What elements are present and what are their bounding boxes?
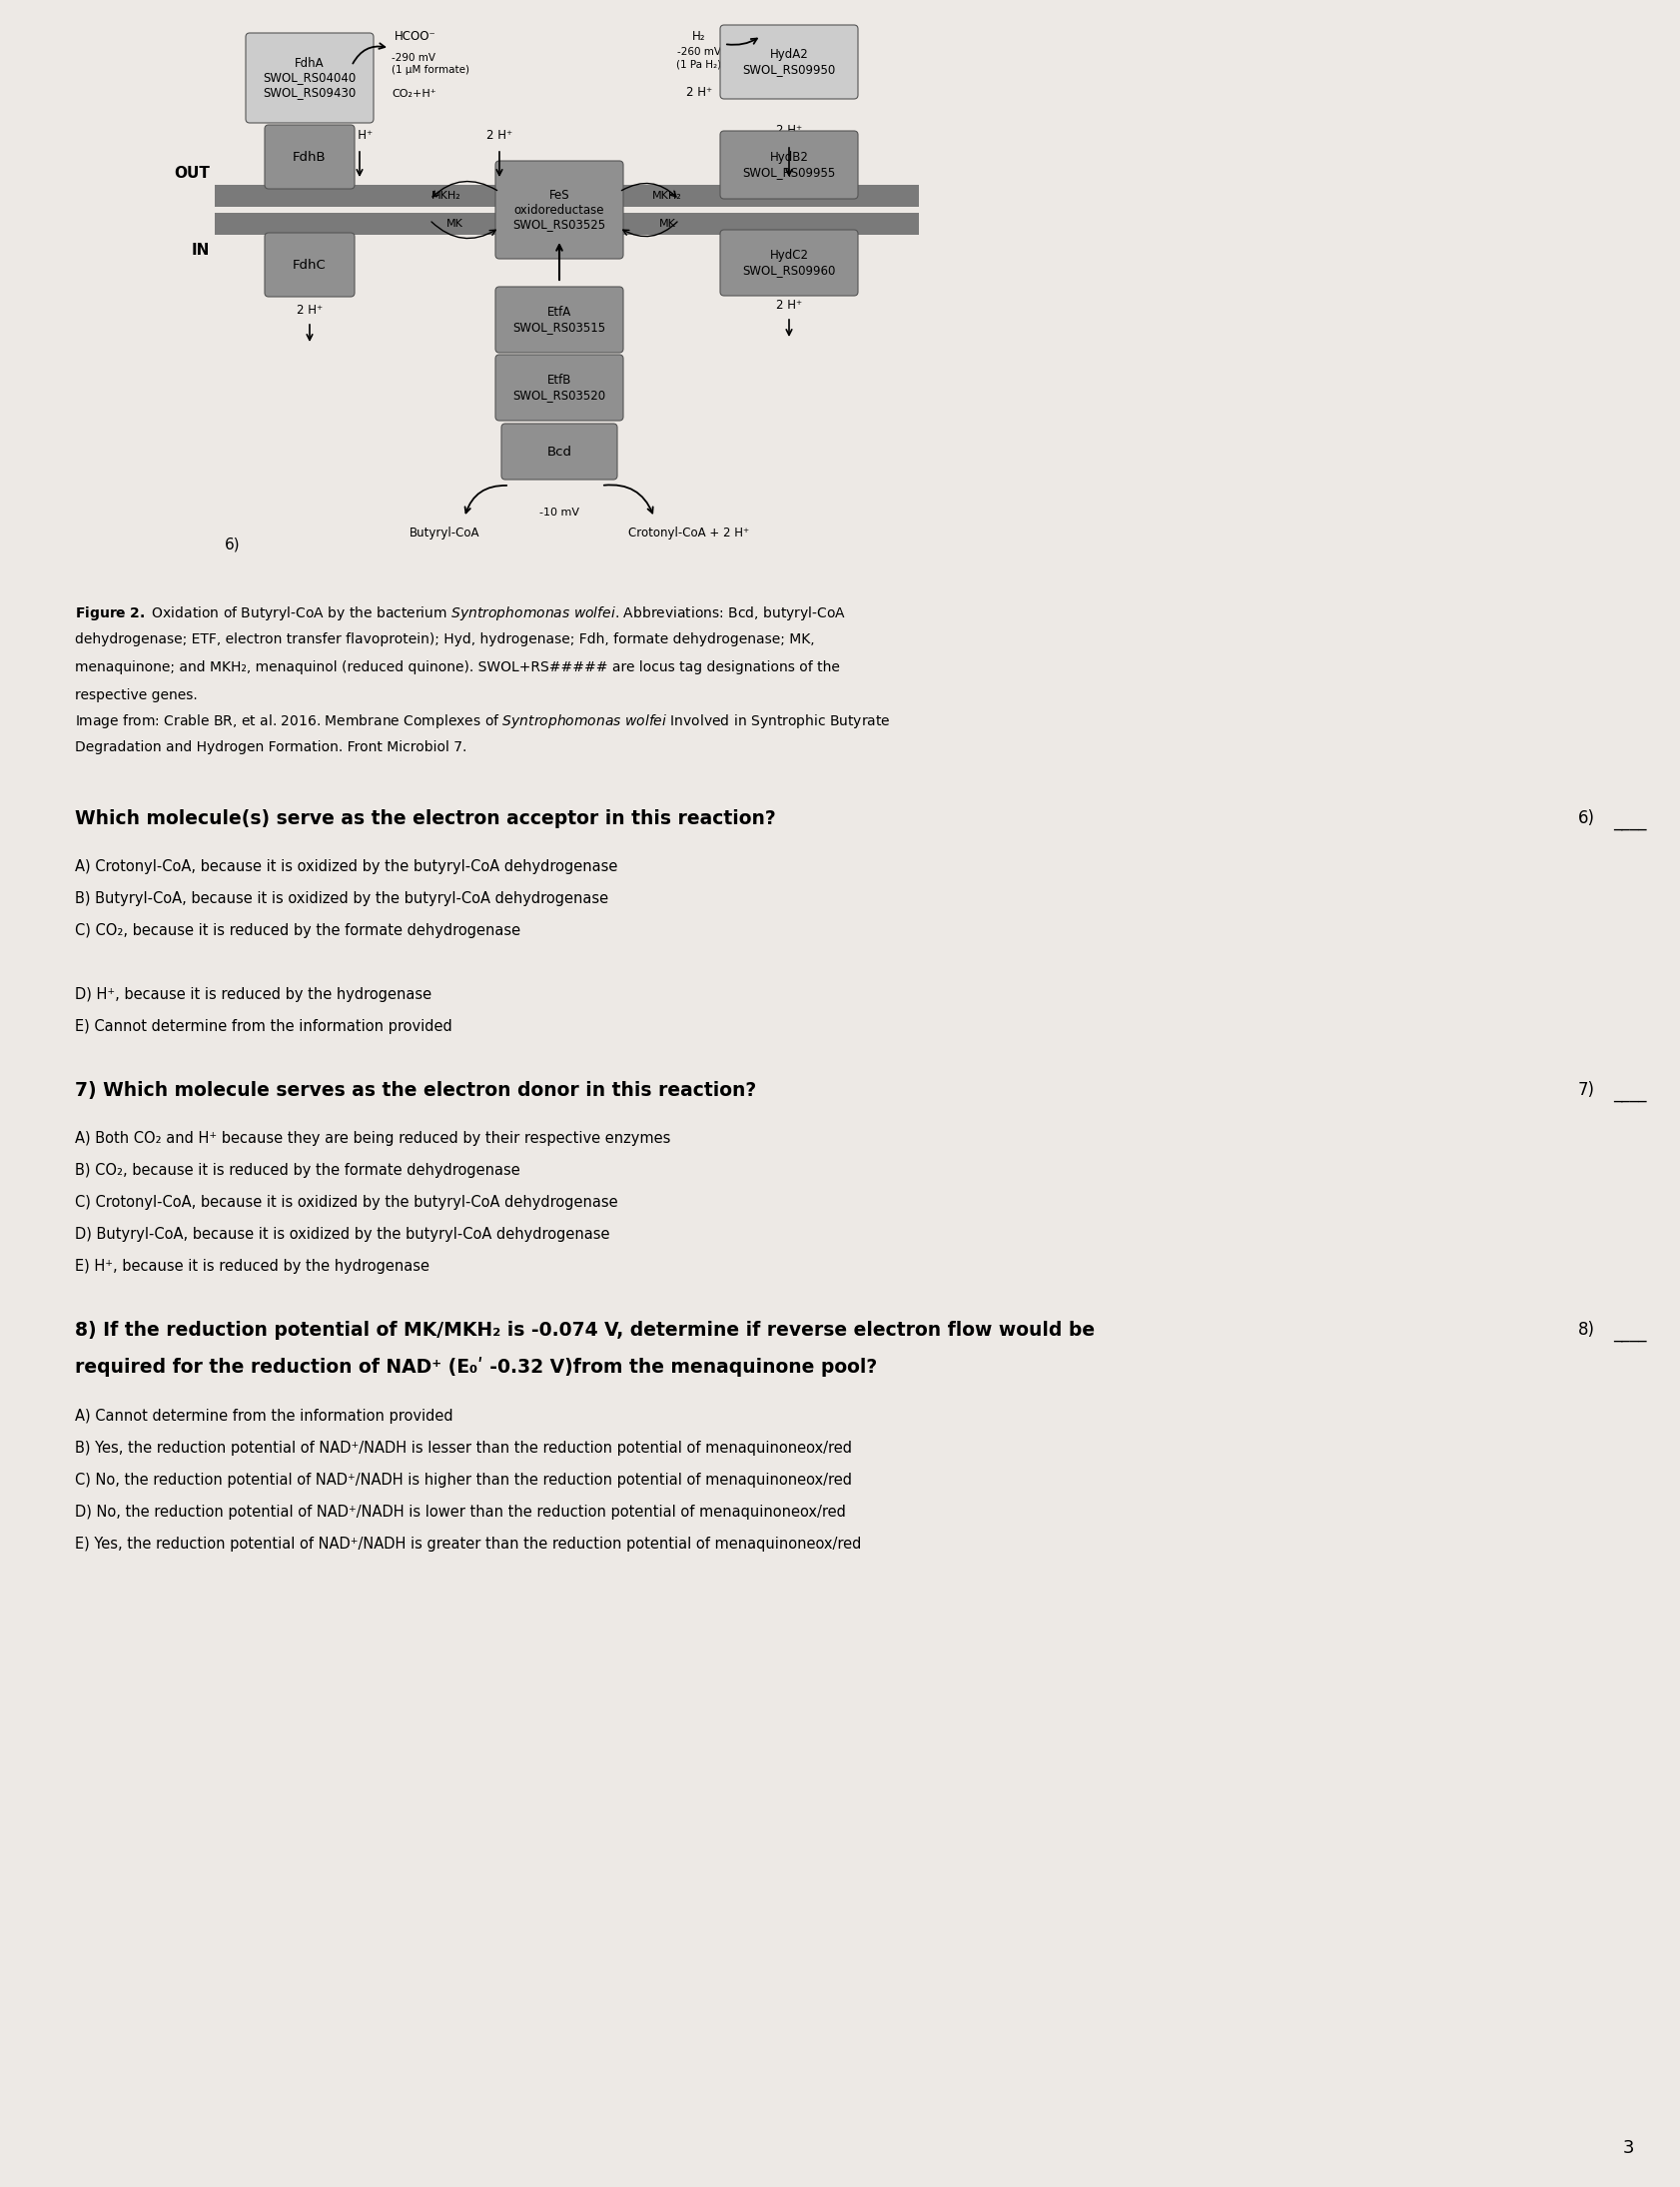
Bar xyxy=(215,186,919,208)
Text: 8) If the reduction potential of MK/MKH₂ is -0.074 V, determine if reverse elect: 8) If the reduction potential of MK/MKH₂… xyxy=(76,1321,1094,1341)
Text: D) H⁺, because it is reduced by the hydrogenase: D) H⁺, because it is reduced by the hydr… xyxy=(76,986,432,1002)
FancyBboxPatch shape xyxy=(264,232,354,297)
Text: Which molecule(s) serve as the electron acceptor in this reaction?: Which molecule(s) serve as the electron … xyxy=(76,809,776,829)
Text: Bcd: Bcd xyxy=(546,446,571,457)
Text: ____: ____ xyxy=(1613,811,1646,831)
Text: C) No, the reduction potential of NAD⁺/NADH is higher than the reduction potenti: C) No, the reduction potential of NAD⁺/N… xyxy=(76,1472,852,1487)
Text: C) Crotonyl-CoA, because it is oxidized by the butyryl-CoA dehydrogenase: C) Crotonyl-CoA, because it is oxidized … xyxy=(76,1194,618,1209)
Text: A) Crotonyl-CoA, because it is oxidized by the butyryl-CoA dehydrogenase: A) Crotonyl-CoA, because it is oxidized … xyxy=(76,859,617,875)
Text: ____: ____ xyxy=(1613,1085,1646,1102)
Text: 3: 3 xyxy=(1621,2139,1633,2156)
Text: B) CO₂, because it is reduced by the formate dehydrogenase: B) CO₂, because it is reduced by the for… xyxy=(76,1163,519,1179)
Text: respective genes.: respective genes. xyxy=(76,689,197,702)
Text: Butyryl-CoA: Butyryl-CoA xyxy=(408,527,479,538)
FancyBboxPatch shape xyxy=(496,286,623,352)
Text: -10 mV: -10 mV xyxy=(539,507,580,518)
Text: 2 H⁺: 2 H⁺ xyxy=(486,129,512,142)
FancyBboxPatch shape xyxy=(245,33,373,122)
Text: B) Butyryl-CoA, because it is oxidized by the butyryl-CoA dehydrogenase: B) Butyryl-CoA, because it is oxidized b… xyxy=(76,890,608,905)
FancyBboxPatch shape xyxy=(501,424,617,479)
Text: 2 H⁺: 2 H⁺ xyxy=(346,129,373,142)
Text: HydB2
SWOL_RS09955: HydB2 SWOL_RS09955 xyxy=(743,151,835,179)
Text: 6): 6) xyxy=(1578,809,1594,827)
Text: HydC2
SWOL_RS09960: HydC2 SWOL_RS09960 xyxy=(743,249,835,278)
Text: 2 H⁺: 2 H⁺ xyxy=(685,85,712,98)
Text: FdhC: FdhC xyxy=(292,258,326,271)
Text: CO₂+H⁺: CO₂+H⁺ xyxy=(391,90,435,98)
Text: A) Both CO₂ and H⁺ because they are being reduced by their respective enzymes: A) Both CO₂ and H⁺ because they are bein… xyxy=(76,1131,670,1146)
Text: D) No, the reduction potential of NAD⁺/NADH is lower than the reduction potentia: D) No, the reduction potential of NAD⁺/N… xyxy=(76,1505,845,1520)
Text: C) CO₂, because it is reduced by the formate dehydrogenase: C) CO₂, because it is reduced by the for… xyxy=(76,923,521,938)
Text: Degradation and Hydrogen Formation. Front Microbiol 7.: Degradation and Hydrogen Formation. Fron… xyxy=(76,741,467,755)
Text: EtfB
SWOL_RS03520: EtfB SWOL_RS03520 xyxy=(512,374,605,402)
Text: MK: MK xyxy=(659,219,675,230)
Text: ____: ____ xyxy=(1613,1323,1646,1343)
Text: MKH₂: MKH₂ xyxy=(432,190,460,201)
Bar xyxy=(215,212,919,234)
Text: 7) Which molecule serves as the electron donor in this reaction?: 7) Which molecule serves as the electron… xyxy=(76,1080,756,1100)
Text: HCOO⁻: HCOO⁻ xyxy=(395,28,437,42)
FancyBboxPatch shape xyxy=(719,24,857,98)
FancyBboxPatch shape xyxy=(496,162,623,258)
Text: dehydrogenase; ETF, electron transfer flavoprotein); Hyd, hydrogenase; Fdh, form: dehydrogenase; ETF, electron transfer fl… xyxy=(76,632,815,647)
Text: E) H⁺, because it is reduced by the hydrogenase: E) H⁺, because it is reduced by the hydr… xyxy=(76,1260,428,1273)
Text: D) Butyryl-CoA, because it is oxidized by the butyryl-CoA dehydrogenase: D) Butyryl-CoA, because it is oxidized b… xyxy=(76,1227,610,1242)
FancyBboxPatch shape xyxy=(719,131,857,199)
Text: Image from: Crable BR, et al. 2016. Membrane Complexes of $\it{Syntrophomonas\ w: Image from: Crable BR, et al. 2016. Memb… xyxy=(76,713,890,730)
FancyBboxPatch shape xyxy=(719,230,857,295)
Text: 2 e⁻: 2 e⁻ xyxy=(546,289,571,302)
FancyBboxPatch shape xyxy=(264,125,354,188)
Text: MKH₂: MKH₂ xyxy=(652,190,682,201)
Text: 8): 8) xyxy=(1578,1321,1594,1338)
Text: OUT: OUT xyxy=(173,166,210,179)
Text: 2 H⁺: 2 H⁺ xyxy=(776,122,801,136)
Text: H₂: H₂ xyxy=(692,28,706,42)
Text: 2 H⁺: 2 H⁺ xyxy=(776,297,801,311)
FancyBboxPatch shape xyxy=(496,354,623,420)
Text: 6): 6) xyxy=(225,538,240,551)
Text: menaquinone; and MKH₂, menaquinol (reduced quinone). SWOL+RS##### are locus tag : menaquinone; and MKH₂, menaquinol (reduc… xyxy=(76,660,840,674)
Text: E) Yes, the reduction potential of NAD⁺/NADH is greater than the reduction poten: E) Yes, the reduction potential of NAD⁺/… xyxy=(76,1537,860,1551)
Text: IN: IN xyxy=(192,243,210,258)
Text: FeS
oxidoreductase
SWOL_RS03525: FeS oxidoreductase SWOL_RS03525 xyxy=(512,188,605,232)
Text: FdhB: FdhB xyxy=(292,151,326,164)
Text: -290 mV
(1 μM formate): -290 mV (1 μM formate) xyxy=(391,52,469,74)
Text: -260 mV
(1 Pa H₂): -260 mV (1 Pa H₂) xyxy=(677,46,721,70)
Text: Crotonyl-CoA + 2 H⁺: Crotonyl-CoA + 2 H⁺ xyxy=(628,527,749,538)
Text: $\bf{Figure\ 2.}$ Oxidation of Butyryl-CoA by the bacterium $\it{Syntrophomonas\: $\bf{Figure\ 2.}$ Oxidation of Butyryl-C… xyxy=(76,604,845,623)
Text: 7): 7) xyxy=(1578,1080,1594,1100)
Text: required for the reduction of NAD⁺ (E₀ʹ -0.32 V)from the menaquinone pool?: required for the reduction of NAD⁺ (E₀ʹ … xyxy=(76,1356,877,1378)
Text: 2 H⁺: 2 H⁺ xyxy=(296,304,323,317)
Text: FdhA
SWOL_RS04040
SWOL_RS09430: FdhA SWOL_RS04040 SWOL_RS09430 xyxy=(262,57,356,98)
Text: E) Cannot determine from the information provided: E) Cannot determine from the information… xyxy=(76,1019,452,1034)
Text: A) Cannot determine from the information provided: A) Cannot determine from the information… xyxy=(76,1408,454,1424)
Text: B) Yes, the reduction potential of NAD⁺/NADH is lesser than the reduction potent: B) Yes, the reduction potential of NAD⁺/… xyxy=(76,1441,852,1457)
Text: EtfA
SWOL_RS03515: EtfA SWOL_RS03515 xyxy=(512,306,605,335)
Text: MK: MK xyxy=(445,219,462,230)
Text: HydA2
SWOL_RS09950: HydA2 SWOL_RS09950 xyxy=(743,48,835,77)
